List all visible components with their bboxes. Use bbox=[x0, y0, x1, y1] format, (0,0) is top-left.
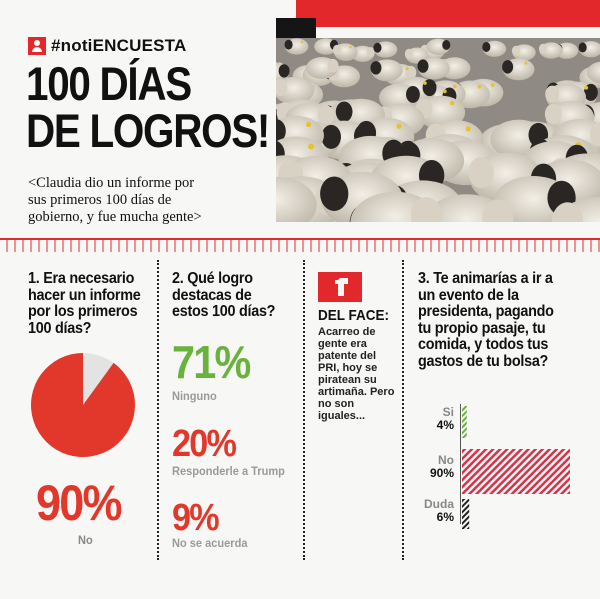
bar-category: Si bbox=[442, 405, 454, 419]
q1-percent: 90% bbox=[36, 475, 122, 531]
user-icon bbox=[28, 37, 46, 55]
bar-category: No bbox=[438, 453, 454, 467]
column-separator bbox=[402, 260, 404, 560]
hashtag-row: #notiENCUESTA bbox=[28, 36, 186, 56]
bar-si bbox=[462, 406, 467, 438]
headline: 100 DÍAS DE LOGROS! bbox=[26, 57, 270, 157]
q1-pie-chart bbox=[31, 353, 135, 457]
bar-label-si: Si 4% bbox=[414, 406, 454, 432]
headline-line-1: 100 DÍAS bbox=[26, 57, 192, 110]
q2-item-label: Ninguno bbox=[172, 389, 217, 403]
bar-value: 90% bbox=[429, 466, 454, 480]
face-body: Acarreo de gente era patente del PRI, ho… bbox=[318, 326, 395, 422]
facebook-f-icon bbox=[318, 272, 362, 302]
section-divider bbox=[0, 238, 600, 252]
bar-value: 6% bbox=[436, 510, 454, 524]
hashtag-label: #notiENCUESTA bbox=[51, 36, 187, 55]
bar-no bbox=[462, 449, 570, 494]
top-red-stripe bbox=[296, 0, 600, 27]
q2-item-percent: 71% bbox=[172, 336, 251, 388]
q2-item-percent: 9% bbox=[172, 497, 220, 539]
column-separator bbox=[157, 260, 159, 560]
bar-value: 4% bbox=[436, 418, 454, 432]
q2-item-percent: 20% bbox=[172, 423, 237, 465]
face-title: DEL FACE: bbox=[318, 307, 390, 324]
pie-slice-main bbox=[31, 353, 135, 457]
q3-question: 3. Te animarías a ir a un evento de la p… bbox=[418, 270, 554, 370]
q1-answer-label: No bbox=[78, 533, 93, 547]
q2-question: 2. Qué logro destacas de estos 100 días? bbox=[172, 270, 276, 320]
sheep-illustration bbox=[276, 38, 600, 222]
headline-line-2: DE LOGROS! bbox=[26, 104, 270, 157]
q2-item-label: No se acuerda bbox=[172, 536, 248, 550]
bar-duda bbox=[462, 499, 470, 529]
sheep-flock-photo bbox=[276, 38, 600, 222]
q1-question: 1. Era necesario hacer un informe por lo… bbox=[28, 270, 141, 337]
bar-category: Duda bbox=[424, 497, 454, 511]
subtitle: <Claudia dio un informe por sus primeros… bbox=[28, 175, 202, 225]
column-separator bbox=[303, 260, 305, 560]
bar-chart-axis bbox=[460, 404, 461, 524]
bar-label-duda: Duda 6% bbox=[414, 498, 454, 524]
divider-ticks bbox=[0, 240, 600, 252]
bar-label-no: No 90% bbox=[414, 454, 454, 480]
q2-item-label: Responderle a Trump bbox=[172, 464, 285, 478]
